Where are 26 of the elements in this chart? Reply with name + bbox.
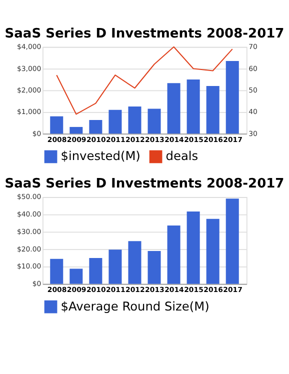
legend-label: deals — [166, 149, 198, 164]
bar — [108, 110, 122, 134]
bar — [226, 61, 239, 134]
bar — [206, 86, 220, 134]
bar — [148, 108, 161, 134]
chart-title: SaaS Series D Investments 2008-2017 — [4, 26, 284, 42]
bar — [186, 79, 200, 134]
line-series — [56, 46, 233, 115]
series-label: $Average Round Size(M) — [60, 299, 210, 314]
legend-label: $invested(M) — [60, 149, 140, 164]
bar — [167, 226, 180, 284]
bar — [70, 268, 83, 284]
bar — [108, 250, 122, 284]
bar — [128, 106, 142, 134]
bar — [226, 198, 239, 284]
bar — [186, 211, 200, 284]
bar — [206, 218, 220, 284]
bar — [148, 251, 161, 284]
bar — [70, 126, 83, 134]
bar — [89, 258, 102, 284]
bar — [50, 258, 64, 284]
chart-title: SaaS Series D Investments 2008-2017 — [4, 176, 284, 192]
bar — [128, 241, 142, 284]
bar — [50, 116, 64, 134]
bar — [167, 83, 180, 134]
bar — [89, 120, 102, 134]
